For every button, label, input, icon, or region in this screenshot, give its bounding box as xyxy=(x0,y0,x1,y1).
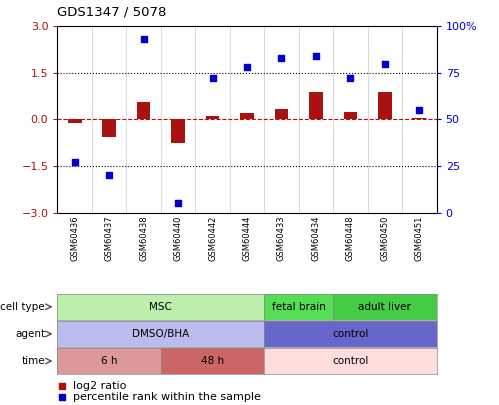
Point xyxy=(284,337,292,343)
Bar xyxy=(378,92,392,119)
Point xyxy=(243,64,251,70)
Text: control: control xyxy=(332,329,369,339)
Bar xyxy=(413,118,426,119)
Point xyxy=(346,75,354,82)
Point xyxy=(312,53,320,60)
Text: percentile rank within the sample: percentile rank within the sample xyxy=(72,392,260,402)
Point xyxy=(105,172,113,179)
Text: 6 h: 6 h xyxy=(101,356,117,366)
Point xyxy=(71,159,79,166)
Bar xyxy=(240,113,254,119)
Text: DMSO/BHA: DMSO/BHA xyxy=(132,329,190,339)
Text: 48 h: 48 h xyxy=(201,356,224,366)
Point xyxy=(277,55,285,61)
Point xyxy=(174,200,182,207)
Text: MSC: MSC xyxy=(149,302,172,312)
Bar xyxy=(309,92,323,119)
Point xyxy=(140,36,148,43)
Bar xyxy=(68,119,81,123)
Bar xyxy=(274,109,288,119)
Text: log2 ratio: log2 ratio xyxy=(72,381,126,391)
Point xyxy=(284,234,292,240)
Text: fetal brain: fetal brain xyxy=(272,302,326,312)
Point xyxy=(381,60,389,67)
Text: adult liver: adult liver xyxy=(358,302,411,312)
Text: time: time xyxy=(21,356,45,366)
Point xyxy=(209,75,217,82)
Bar xyxy=(137,102,151,119)
Bar xyxy=(343,112,357,119)
Text: agent: agent xyxy=(15,329,45,339)
Text: control: control xyxy=(332,356,369,366)
Point xyxy=(415,107,423,113)
Text: cell type: cell type xyxy=(0,302,45,312)
Text: GDS1347 / 5078: GDS1347 / 5078 xyxy=(57,5,167,18)
Bar xyxy=(206,116,220,119)
Bar xyxy=(102,119,116,136)
Bar xyxy=(171,119,185,143)
